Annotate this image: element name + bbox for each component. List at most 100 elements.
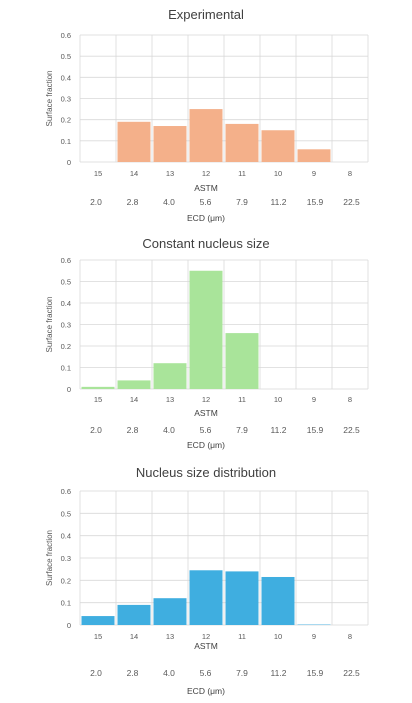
x-tick-label-astm: 8 bbox=[348, 395, 352, 404]
x-tick-label-astm: 10 bbox=[274, 395, 282, 404]
x-tick-label-astm: 14 bbox=[130, 632, 138, 641]
x-tick-label-astm: 9 bbox=[312, 632, 316, 641]
x2-tick-label-ecd: 5.6 bbox=[200, 197, 212, 207]
x2-tick-label-ecd: 2.8 bbox=[127, 197, 139, 207]
x-tick-label-astm: 15 bbox=[94, 632, 102, 641]
x-tick-label-astm: 11 bbox=[238, 632, 246, 641]
x2-tick-label-ecd: 22.5 bbox=[343, 668, 360, 678]
x2-tick-label-ecd: 2.0 bbox=[90, 425, 102, 435]
x2-axis-label-ecd-constant: ECD (μm) bbox=[187, 440, 225, 450]
bar-15 bbox=[81, 616, 115, 625]
x-tick-label-astm: 11 bbox=[238, 395, 246, 404]
bar-10 bbox=[261, 130, 295, 162]
bar-13 bbox=[153, 363, 187, 389]
y-tick-label: 0.5 bbox=[61, 52, 71, 61]
x-tick-label-astm: 10 bbox=[274, 632, 282, 641]
bar-14 bbox=[117, 604, 151, 625]
x-tick-label-astm: 12 bbox=[202, 632, 210, 641]
bar-13 bbox=[153, 126, 187, 162]
y-tick-label: 0.6 bbox=[61, 31, 71, 40]
x2-tick-label-ecd: 5.6 bbox=[200, 425, 212, 435]
x-tick-label-astm: 14 bbox=[130, 169, 138, 178]
x2-tick-label-ecd: 2.8 bbox=[127, 425, 139, 435]
x2-tick-label-ecd: 7.9 bbox=[236, 197, 248, 207]
y-tick-label: 0.6 bbox=[61, 256, 71, 265]
x-tick-label-astm: 8 bbox=[348, 632, 352, 641]
y-tick-label: 0.1 bbox=[61, 599, 71, 608]
x2-tick-label-ecd: 7.9 bbox=[236, 425, 248, 435]
x2-tick-label-ecd: 11.2 bbox=[271, 197, 287, 207]
x2-tick-label-ecd: 4.0 bbox=[163, 197, 175, 207]
bar-10 bbox=[261, 576, 295, 625]
y-tick-label: 0.1 bbox=[61, 137, 71, 146]
x2-tick-label-ecd: 11.2 bbox=[271, 668, 287, 678]
bar-9 bbox=[297, 149, 331, 162]
bar-12 bbox=[189, 109, 223, 162]
y-tick-label: 0.4 bbox=[61, 532, 71, 541]
x-tick-label-astm: 13 bbox=[166, 395, 174, 404]
x-tick-label-astm: 9 bbox=[312, 169, 316, 178]
x2-tick-label-ecd: 15.9 bbox=[307, 668, 324, 678]
y-axis-label: Surface fraction bbox=[45, 70, 54, 126]
y-tick-label: 0.6 bbox=[61, 487, 71, 496]
x-tick-label-astm: 14 bbox=[130, 395, 138, 404]
y-axis-label: Surface fraction bbox=[45, 530, 54, 586]
x-tick-label-astm: 13 bbox=[166, 169, 174, 178]
y-axis-label: Surface fraction bbox=[45, 296, 54, 352]
x-tick-label-astm: 11 bbox=[238, 169, 246, 178]
x2-tick-label-ecd: 22.5 bbox=[343, 197, 360, 207]
bar-15 bbox=[81, 386, 115, 389]
x-tick-label-astm: 13 bbox=[166, 632, 174, 641]
y-tick-label: 0 bbox=[67, 385, 71, 394]
x2-axis-label-ecd-experimental: ECD (μm) bbox=[187, 213, 225, 223]
x-tick-label-astm: 12 bbox=[202, 395, 210, 404]
y-tick-label: 0.4 bbox=[61, 73, 71, 82]
x-tick-label-astm: 9 bbox=[312, 395, 316, 404]
chart-title-experimental: Experimental bbox=[168, 7, 244, 22]
x2-tick-label-ecd: 2.0 bbox=[90, 197, 102, 207]
x2-tick-label-ecd: 7.9 bbox=[236, 668, 248, 678]
y-tick-label: 0.3 bbox=[61, 95, 71, 104]
x2-tick-label-ecd: 2.0 bbox=[90, 668, 102, 678]
x-tick-label-astm: 10 bbox=[274, 169, 282, 178]
y-tick-label: 0.3 bbox=[61, 554, 71, 563]
chart-title-constant-nucleus-size: Constant nucleus size bbox=[142, 236, 270, 251]
bar-12 bbox=[189, 570, 223, 625]
y-tick-label: 0 bbox=[67, 158, 71, 167]
x2-tick-label-ecd: 15.9 bbox=[307, 197, 324, 207]
x-axis-label-astm-experimental: ASTM bbox=[194, 183, 218, 193]
x2-tick-label-ecd: 22.5 bbox=[343, 425, 360, 435]
x2-tick-label-ecd: 5.6 bbox=[200, 668, 212, 678]
bar-11 bbox=[225, 571, 259, 625]
bar-14 bbox=[117, 121, 151, 162]
bar-11 bbox=[225, 333, 259, 389]
x2-tick-label-ecd: 15.9 bbox=[307, 425, 324, 435]
y-tick-label: 0.5 bbox=[61, 509, 71, 518]
bar-13 bbox=[153, 598, 187, 625]
x2-tick-label-ecd: 4.0 bbox=[163, 425, 175, 435]
x-tick-label-astm: 8 bbox=[348, 169, 352, 178]
y-tick-label: 0.2 bbox=[61, 576, 71, 585]
x2-tick-label-ecd: 4.0 bbox=[163, 668, 175, 678]
y-tick-label: 0.2 bbox=[61, 342, 71, 351]
chart-title-nucleus-size-distribution: Nucleus size distribution bbox=[135, 465, 277, 480]
x-tick-label-astm: 15 bbox=[94, 169, 102, 178]
x2-tick-label-ecd: 2.8 bbox=[127, 668, 139, 678]
x-tick-label-astm: 15 bbox=[94, 395, 102, 404]
y-tick-label: 0.2 bbox=[61, 116, 71, 125]
y-tick-label: 0.4 bbox=[61, 299, 71, 308]
y-tick-label: 0.3 bbox=[61, 321, 71, 330]
bar-12 bbox=[189, 270, 223, 389]
x-axis-label-astm-distribution: ASTM bbox=[194, 641, 218, 651]
y-tick-label: 0 bbox=[67, 621, 71, 630]
bar-11 bbox=[225, 123, 259, 162]
x-tick-label-astm: 12 bbox=[202, 169, 210, 178]
x2-axis-label-ecd-distribution: ECD (μm) bbox=[187, 686, 225, 696]
x2-tick-label-ecd: 11.2 bbox=[271, 425, 287, 435]
y-tick-label: 0.1 bbox=[61, 364, 71, 373]
y-tick-label: 0.5 bbox=[61, 278, 71, 287]
x-axis-label-astm-constant: ASTM bbox=[194, 408, 218, 418]
